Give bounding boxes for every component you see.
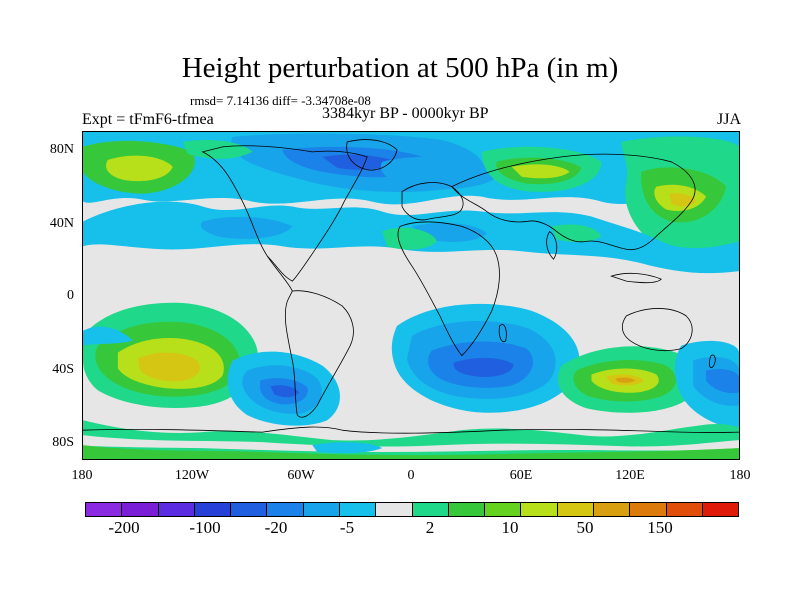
arctic-mid-blue-core [322,154,398,170]
antarctic-blue-patch [312,442,383,454]
colorbar-box-16 [666,503,703,516]
australia-orange-core [615,377,636,383]
colorbar-box-11 [485,503,522,516]
lon-label-120e: 120E [615,468,645,483]
north-pacific-teal-edge [182,139,253,159]
map-title: Height perturbation at 500 hPa (in m) [181,52,619,84]
lon-label-60w: 60W [287,468,315,483]
south-american-mid-blue [270,385,300,398]
coastline-central-america [267,256,293,292]
south-pacific-yellow-core [137,352,201,382]
colorbar-box-17 [702,503,739,516]
rmsd-diff-stats: rmsd= 7.14136 diff= -3.34708e-08 [190,93,371,108]
colorbar-box-14 [593,503,631,516]
north-pacific-yellowgreen [106,155,173,182]
lat-label-80s: 80S [52,435,74,450]
colorbar-label-2: 2 [425,518,435,537]
colorbar-box-7 [339,503,377,516]
lat-label-0: 0 [67,288,74,303]
experiment-label: Expt = tFmF6-tfmea [82,111,214,128]
coastline-australia [621,308,693,352]
colorbar-label-10: 10 [501,518,519,537]
colorbar-label-minus-5: -5 [339,518,355,537]
coastline-indonesia [610,272,662,284]
coastline-south-america [284,290,354,418]
lon-label-180w: 180 [71,468,93,483]
lat-label-80n: 80N [49,142,74,157]
colorbar-box-8 [376,503,413,516]
coastline-india [546,230,558,260]
colorbar-box-9 [412,503,449,516]
coastline-asia [451,153,696,251]
coastline-antarctica [83,426,739,434]
lat-label-40n: 40N [49,216,74,231]
lat-label-40s: 40S [52,362,74,377]
antarctic-neutral-strip [83,435,739,453]
lon-label-0: 0 [407,468,415,483]
colorbar-box-12 [521,503,558,516]
season-label: JJA [716,111,741,128]
lon-label-180e: 180 [729,468,751,483]
height-perturbation-map [82,131,740,460]
north-atlantic-blue [380,156,502,190]
east-asia-yellow [669,193,697,207]
colorbar-label-150: 150 [647,518,673,537]
north-africa-green-patch [382,227,437,250]
colorbar-box-15 [630,503,667,516]
siberia-yellowgreen [511,164,570,179]
south-pacific-blue-band [83,326,133,346]
colorbar-label-50: 50 [576,518,594,537]
tasman-blue [706,368,739,394]
coastline-madagascar [498,324,507,343]
colorbar-box-4 [231,503,268,516]
coastline-north-america [201,145,368,282]
arabia-green-patch [551,224,602,243]
time-period-label: 3384kyr BP - 0000kyr BP [322,105,489,122]
colorbar-label-minus-100: -100 [189,518,221,537]
coastline-greenland [346,139,398,171]
antarctic-green-edge [83,445,739,459]
lon-label-60e: 60E [509,468,533,483]
colorbar-label-minus-20: -20 [264,518,288,537]
colorbar-label-minus-200: -200 [108,518,140,537]
coastline-africa [397,221,500,357]
coastline-new-zealand [708,354,716,368]
coastline-europe [401,182,464,221]
northern-midlatitude-sky-blue [200,216,293,239]
colorbar-box-1 [122,503,159,516]
lon-label-120w: 120W [174,468,210,483]
colorbar-box-10 [448,503,486,516]
colorbar-box-3 [194,503,232,516]
colorbar-box-0 [86,503,123,516]
colorbar-box-5 [267,503,304,516]
colorbar [85,502,739,517]
colorbar-box-13 [557,503,594,516]
colorbar-box-6 [303,503,340,516]
colorbar-box-2 [158,503,195,516]
indian-ocean-mid-blue [453,357,514,378]
